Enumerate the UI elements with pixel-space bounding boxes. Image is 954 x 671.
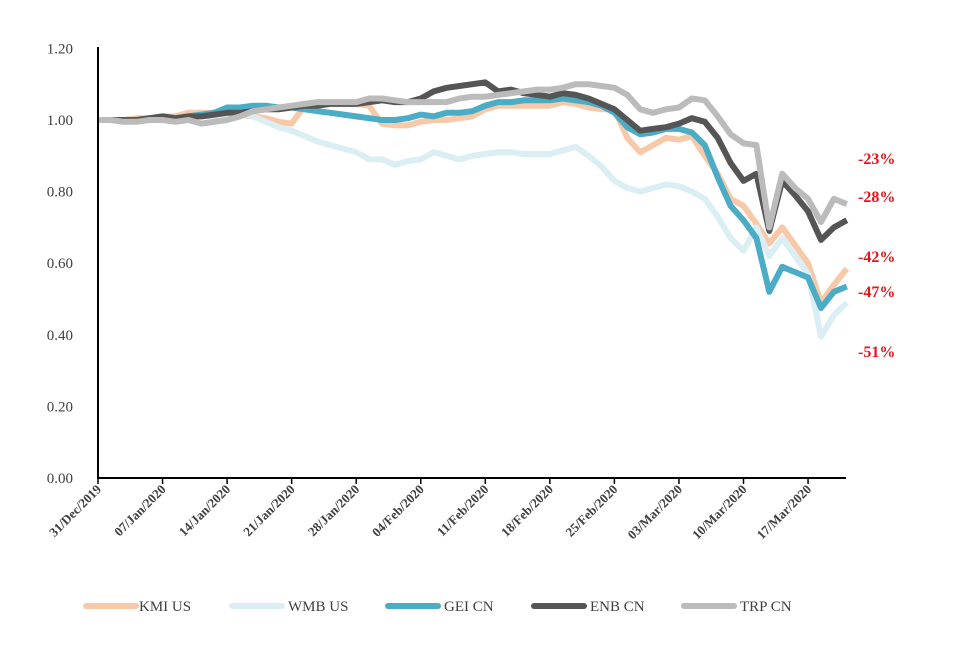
x-axis-ticks: 31/Dec/2019 07/Jan/2020 14/Jan/2020 21/Jan/… — [46, 478, 814, 542]
x-tick-label: 31/Dec/2019 — [46, 481, 104, 539]
series-line-trp-cn — [98, 81, 848, 231]
y-tick-label: 0.40 — [47, 328, 73, 344]
y-tick-label: 1.20 — [47, 41, 73, 57]
series-line-enb-cn — [98, 79, 849, 243]
y-axis-ticks: 0.00 0.20 0.40 0.60 0.80 1.00 1.20 — [47, 41, 73, 487]
annotation-kmi: -42% — [858, 249, 895, 266]
legend-label-gei: GEI CN — [444, 599, 494, 615]
x-tick-label: 17/Mar/2020 — [754, 482, 815, 543]
annotations: -23% -28% -42% -47% -51% — [858, 151, 895, 361]
series-line-kmi-us — [98, 99, 850, 306]
annotation-wmb: -51% — [858, 344, 895, 361]
x-tick-label: 04/Feb/2020 — [369, 482, 427, 540]
x-tick-label: 11/Feb/2020 — [434, 482, 492, 540]
series-line-gei-cn — [98, 95, 848, 311]
x-tick-label: 21/Jan/2020 — [240, 482, 298, 540]
legend-label-kmi: KMI US — [139, 599, 191, 615]
legend: KMI US WMB US GEI CN ENB CN TRP CN — [83, 599, 792, 615]
y-tick-label: 0.20 — [47, 399, 73, 415]
legend-label-trp: TRP CN — [740, 599, 792, 615]
annotation-enb: -28% — [858, 189, 895, 206]
x-tick-label: 14/Jan/2020 — [176, 482, 234, 540]
legend-label-enb: ENB CN — [590, 599, 645, 615]
annotation-trp: -23% — [858, 151, 895, 168]
series-line-wmb-us — [98, 109, 849, 340]
x-tick-label: 18/Feb/2020 — [498, 482, 556, 540]
y-tick-label: 1.00 — [47, 113, 73, 129]
x-tick-label: 10/Mar/2020 — [689, 482, 750, 543]
legend-label-wmb: WMB US — [288, 599, 348, 615]
x-tick-label: 28/Jan/2020 — [305, 482, 363, 540]
y-tick-label: 0.60 — [47, 256, 73, 272]
y-tick-label: 0.80 — [47, 185, 73, 201]
annotation-gei: -47% — [858, 284, 895, 301]
x-tick-label: 07/Jan/2020 — [111, 482, 169, 540]
x-tick-label: 25/Feb/2020 — [562, 482, 620, 540]
series-lines — [98, 79, 850, 340]
x-tick-label: 03/Mar/2020 — [624, 482, 685, 543]
y-tick-label: 0.00 — [47, 471, 73, 487]
